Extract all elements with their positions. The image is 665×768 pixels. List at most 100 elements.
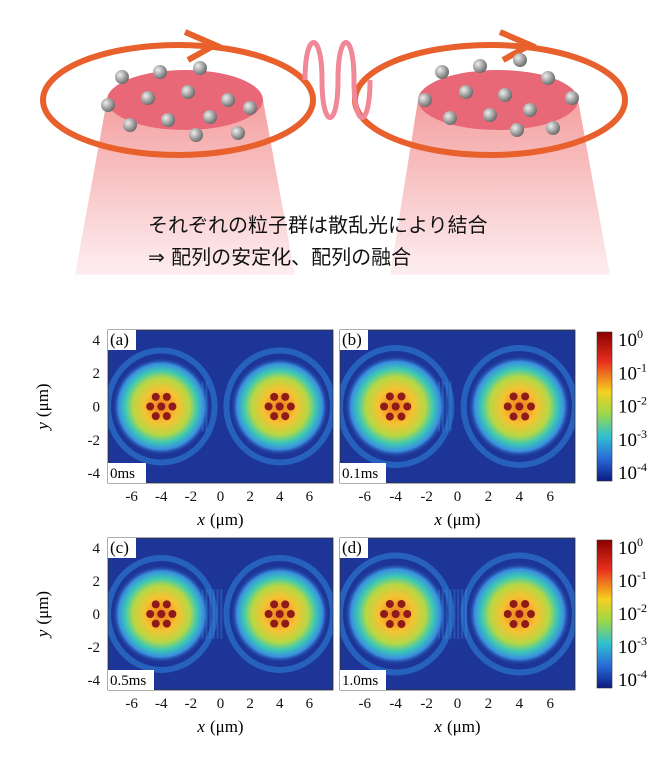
time-label: 0.1ms: [342, 466, 378, 482]
particle: [443, 111, 457, 125]
y-tick-label: 2: [93, 366, 101, 382]
axis-unit: (μm): [210, 510, 244, 529]
particle: [231, 126, 245, 140]
y-tick-label: -4: [88, 466, 101, 482]
atom: [385, 412, 394, 421]
x-tick-label: 6: [547, 489, 555, 505]
x-tick-label: -4: [389, 489, 402, 505]
x-tick-label: 2: [246, 489, 254, 505]
label-box: [340, 538, 368, 558]
axis-label: x (μm): [196, 717, 243, 736]
atom: [403, 402, 412, 411]
particle: [193, 61, 207, 75]
x-tick-label: 0: [454, 489, 462, 505]
x-tick-label: -6: [125, 696, 138, 712]
atom: [281, 412, 290, 421]
atom: [151, 392, 160, 401]
particle: [473, 59, 487, 73]
x-tick-label: 2: [485, 696, 493, 712]
atom: [509, 392, 518, 401]
atom: [270, 619, 279, 628]
axis-unit: (μm): [33, 383, 52, 417]
atom: [521, 620, 530, 629]
atom: [168, 402, 177, 411]
panel: [108, 330, 333, 483]
atom: [521, 412, 530, 421]
arrow-head: [498, 29, 537, 63]
x-tick-label: -4: [389, 696, 402, 712]
particle: [418, 93, 432, 107]
axis-label: y (μm): [33, 591, 52, 639]
y-tick-label: 0: [93, 607, 101, 623]
x-tick-label: 4: [516, 696, 524, 712]
axis-label: x (μm): [196, 510, 243, 529]
particle: [546, 121, 560, 135]
atom: [397, 620, 406, 629]
colorbar-tick-label: 10-2: [618, 394, 647, 418]
atom: [162, 619, 171, 628]
atom: [264, 610, 273, 618]
base: 10: [618, 463, 637, 484]
atom: [146, 402, 155, 411]
x-tick-label: -2: [185, 696, 198, 712]
particle: [483, 108, 497, 122]
panel-frame: [107, 329, 334, 484]
panel-label: (b): [342, 330, 362, 349]
axis-label: x (μm): [433, 510, 480, 529]
particle: [541, 71, 555, 85]
exponent: -4: [637, 460, 647, 474]
atom: [397, 392, 406, 401]
panel-frame: [107, 537, 334, 691]
atom: [515, 610, 524, 618]
cone-top: [107, 70, 263, 130]
atom: [385, 620, 394, 629]
y-tick-label: -4: [88, 673, 101, 689]
caption-line: ⇒ 配列の安定化、配列の融合: [148, 245, 411, 269]
panel: [108, 538, 333, 690]
orbit-arrow: [40, 42, 316, 158]
y-tick-label: -2: [88, 640, 101, 656]
atom: [157, 610, 166, 618]
exponent: -4: [637, 667, 647, 681]
colorbar-tick-label: 10-2: [618, 601, 647, 625]
particle: [153, 65, 167, 79]
exponent: -2: [637, 394, 647, 408]
particle: [510, 123, 524, 137]
particles: [101, 53, 579, 142]
exponent: -2: [637, 601, 647, 615]
atom: [162, 600, 171, 609]
halo: [108, 347, 218, 466]
x-tick-label: 4: [276, 489, 284, 505]
panel-frame: [339, 537, 576, 691]
colorbar-tick-label: 10-3: [618, 427, 647, 451]
x-tick-label: -2: [420, 489, 433, 505]
atom: [397, 412, 406, 421]
light-wave: [302, 40, 373, 120]
particle: [565, 91, 579, 105]
atom: [151, 600, 160, 609]
atom: [281, 600, 290, 609]
atom: [380, 402, 389, 411]
time-label: 1.0ms: [342, 673, 378, 689]
axis-unit: (μm): [447, 510, 481, 529]
base: 10: [618, 571, 637, 592]
x-tick-label: 2: [246, 696, 254, 712]
exponent: 0: [637, 535, 643, 549]
x-tick-label: -6: [358, 489, 371, 505]
colorbar-tick-label: 10-4: [618, 460, 647, 484]
base: 10: [618, 637, 637, 658]
axis-label: x (μm): [433, 717, 480, 736]
axis-var: x: [196, 717, 205, 736]
halo: [108, 555, 218, 673]
exponent: -1: [637, 568, 647, 582]
atom: [286, 610, 295, 618]
atom: [151, 619, 160, 628]
x-tick-label: -6: [125, 489, 138, 505]
axis-var: y: [33, 629, 52, 639]
colorbar-tick-label: 10-1: [618, 568, 647, 592]
time-box: [340, 670, 386, 690]
axis-var: x: [196, 510, 205, 529]
particle: [523, 103, 537, 117]
base: 10: [618, 430, 637, 451]
